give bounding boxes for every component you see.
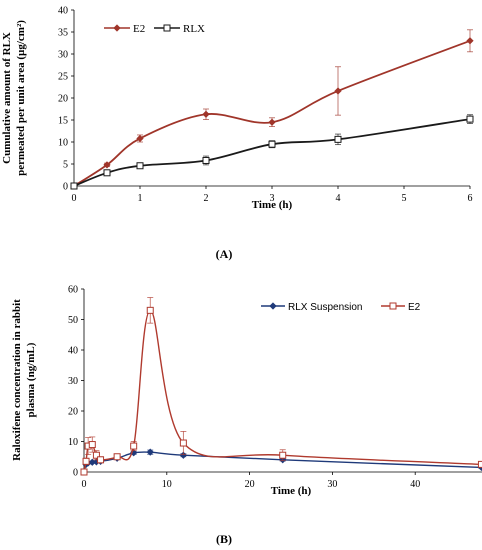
- x-axis-label-b: Time (h): [271, 485, 312, 497]
- data-point: [202, 110, 210, 118]
- data-point: [97, 456, 105, 464]
- x-tick-label-a: 5: [402, 193, 407, 204]
- x-tick-label-a: 2: [204, 193, 209, 204]
- y-tick-label-a: 10: [58, 138, 68, 149]
- y-tick-label-a: 15: [58, 116, 68, 127]
- data-point: [130, 442, 138, 450]
- y-tick-label-a: 20: [58, 94, 68, 105]
- series-line: [83, 309, 482, 473]
- data-point: [146, 448, 154, 456]
- legend-label: RLX Suspension: [288, 302, 363, 313]
- series-line: [73, 118, 471, 187]
- x-tick-label-a: 3: [270, 193, 275, 204]
- series-line: [73, 39, 471, 187]
- data-point: [202, 156, 210, 164]
- y-tick-label-a: 35: [58, 28, 68, 39]
- legend-label: E2: [133, 23, 145, 35]
- data-point: [136, 134, 144, 143]
- y-tick-label-a: 30: [58, 50, 68, 61]
- y-axis-label-a: permeated per unit area (µg/cm²): [15, 20, 27, 176]
- data-point: [136, 162, 144, 170]
- x-axis-label-a: Time (h): [252, 199, 293, 211]
- series-a-rlx: [70, 114, 474, 190]
- panel-label-a: (A): [216, 247, 233, 261]
- y-tick-label-a: 5: [63, 160, 68, 171]
- series-a-e2: [70, 29, 474, 190]
- legend-marker: [389, 302, 397, 310]
- y-axis-label-b: Raloxifene concentration in rabbit: [11, 299, 23, 461]
- x-tick-label-a: 6: [468, 193, 473, 204]
- data-point: [179, 439, 187, 447]
- data-point: [279, 451, 287, 459]
- x-tick-label-b: 40: [410, 479, 420, 490]
- y-tick-label-a: 40: [58, 6, 68, 17]
- y-tick-label-b: 0: [73, 468, 78, 479]
- x-tick-label-a: 0: [72, 193, 77, 204]
- data-point: [103, 161, 111, 169]
- y-tick-label-b: 40: [68, 346, 78, 357]
- y-tick-label-b: 10: [68, 437, 78, 448]
- x-tick-label-a: 1: [138, 193, 143, 204]
- x-tick-label-b: 10: [162, 479, 172, 490]
- legend-label: E2: [408, 302, 421, 313]
- data-point: [334, 135, 342, 143]
- panel-label-b: (B): [216, 532, 232, 546]
- x-tick-label-b: 20: [245, 479, 255, 490]
- legend-marker: [163, 24, 171, 32]
- data-point: [70, 182, 78, 190]
- data-point: [88, 441, 96, 449]
- x-tick-label-b: 30: [327, 479, 337, 490]
- data-point: [477, 460, 482, 468]
- x-tick-label-a: 4: [336, 193, 341, 204]
- data-point: [268, 118, 276, 126]
- data-point: [80, 468, 88, 476]
- chart-panel-b: 010203040506001020304050Time (h)Raloxife…: [11, 285, 482, 546]
- y-tick-label-a: 25: [58, 72, 68, 83]
- legend-b: RLX Suspension E2: [261, 302, 421, 313]
- series-b-e2: [80, 297, 482, 476]
- data-point: [334, 87, 342, 95]
- legend-a: E2 RLX: [104, 23, 205, 35]
- y-tick-label-b: 20: [68, 407, 78, 418]
- data-point: [268, 140, 276, 148]
- y-tick-label-b: 50: [68, 315, 78, 326]
- data-point: [466, 37, 474, 45]
- data-point: [82, 457, 90, 465]
- data-point: [179, 451, 187, 459]
- data-point: [146, 306, 154, 314]
- legend-marker: [269, 302, 277, 310]
- legend-label: RLX: [183, 23, 205, 35]
- y-tick-label-b: 60: [68, 285, 78, 296]
- x-tick-label-b: 0: [82, 479, 87, 490]
- data-point: [103, 169, 111, 177]
- y-axis-label-b: plasma (ng/mL): [25, 342, 37, 417]
- y-tick-label-a: 0: [63, 182, 68, 193]
- legend-marker: [113, 24, 121, 32]
- data-point: [466, 115, 474, 123]
- data-point: [92, 451, 100, 459]
- data-point: [113, 453, 121, 461]
- y-axis-label-a: Cumulative amount of RLX: [1, 32, 13, 164]
- y-tick-label-b: 30: [68, 376, 78, 387]
- chart-panel-a: 0 5 10 15 20 25 30 35 40 0 1 2 3 4 5 6 Time (h) Cumulativ…: [1, 6, 474, 261]
